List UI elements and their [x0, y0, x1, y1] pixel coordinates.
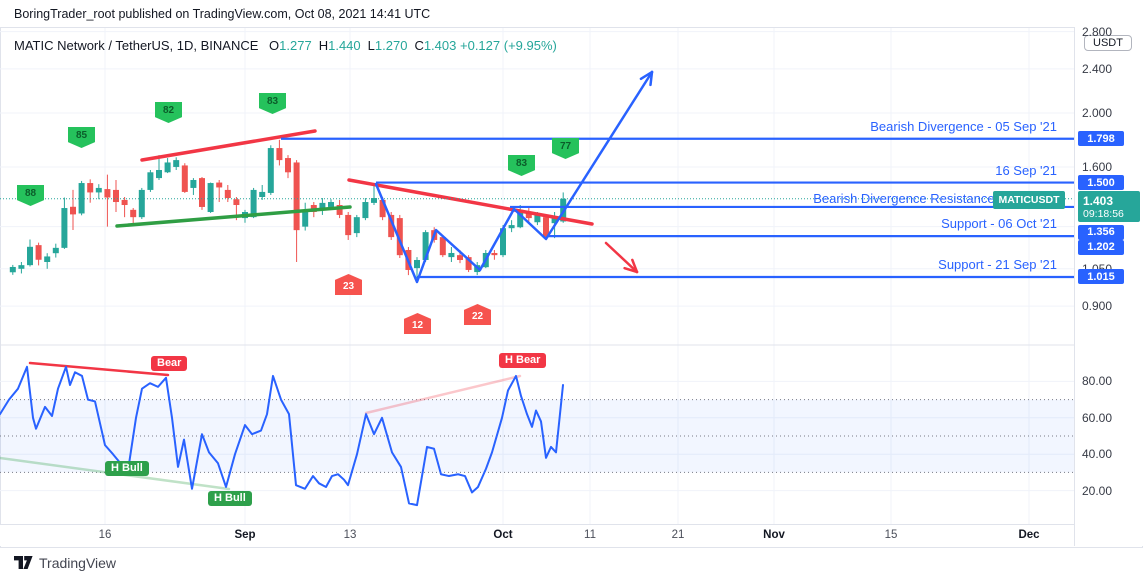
- level-label[interactable]: Bearish Divergence - 05 Sep '21: [870, 118, 1057, 134]
- tradingview-logo-icon: [14, 555, 33, 569]
- ohlc-key: O: [269, 38, 280, 53]
- price-axis-label: 1.600: [1082, 159, 1113, 174]
- time-axis-label: 16: [98, 529, 112, 541]
- time-axis-label: Nov: [763, 529, 785, 541]
- time-axis-label: 13: [343, 529, 357, 541]
- bar-countdown: 09:18:56: [1083, 207, 1124, 220]
- chart-frame: [0, 27, 1143, 548]
- current-price-badge: 1.403 09:18:56: [1078, 191, 1140, 223]
- rsi-axis-label: 20.00: [1082, 483, 1113, 498]
- rsi-high-marker-83[interactable]: 83: [508, 155, 535, 176]
- rsi-high-marker-85[interactable]: 85: [68, 127, 95, 148]
- rsi-low-marker-12[interactable]: 12: [404, 313, 431, 334]
- rsi-line: [0, 365, 564, 507]
- change-value: +0.127 (+9.95%): [460, 38, 557, 53]
- rsi-axis-label: 80.00: [1082, 374, 1113, 389]
- price-axis-label: 2.400: [1082, 61, 1113, 76]
- rsi-high-marker-88[interactable]: 88: [17, 185, 44, 206]
- price-level-badge: 1.356: [1078, 224, 1124, 240]
- symbol-legend[interactable]: MATIC Network / TetherUS, 1D, BINANCE O1…: [14, 38, 557, 53]
- rsi-divergence-tag[interactable]: H Bear: [499, 353, 547, 368]
- rsi-bearish-divergence-line: [28, 361, 170, 377]
- rsi-high-marker-77[interactable]: 77: [552, 138, 579, 159]
- rsi-low-marker-22[interactable]: 22: [464, 304, 491, 325]
- price-level-badge: 1.500: [1078, 175, 1124, 191]
- rsi-high-marker-83[interactable]: 83: [259, 93, 286, 114]
- ohlc-key: C: [414, 38, 424, 53]
- rsi-low-marker-23[interactable]: 23: [335, 274, 362, 295]
- time-axis-label: Sep: [234, 529, 256, 541]
- bearish-projection-arrow: [604, 241, 639, 274]
- ohlc-key: L: [367, 38, 375, 53]
- ohlc-value: 1.403: [423, 38, 457, 53]
- ohlc-values: O1.277 H1.440 L1.270 C1.403: [262, 38, 456, 53]
- level-label[interactable]: Support - 21 Sep '21: [938, 256, 1057, 272]
- price-axis-label: 2.800: [1082, 24, 1113, 39]
- publish-meta-bar: BoringTrader_root published on TradingVi…: [0, 0, 1143, 27]
- symbol-price-badge: MATICUSDT: [993, 191, 1065, 209]
- price-descending-resistance-line: [347, 178, 594, 226]
- time-axis[interactable]: 16 Sep 13 Oct 11 21 Nov 15 Dec: [0, 524, 1074, 546]
- ohlc-value: 1.440: [328, 38, 361, 53]
- rsi-divergence-tag[interactable]: H Bull: [105, 461, 149, 476]
- time-axis-label: 15: [884, 529, 898, 541]
- rsi-hidden-bearish-line: [364, 374, 522, 415]
- level-label[interactable]: 16 Sep '21: [995, 162, 1057, 178]
- ohlc-value: 1.277: [279, 38, 312, 53]
- symbol-title: MATIC Network / TetherUS, 1D, BINANCE: [14, 38, 259, 53]
- publish-meta-text: BoringTrader_root published on TradingVi…: [14, 7, 431, 21]
- price-rising-support-line: [115, 205, 352, 228]
- price-level-badge: 1.798: [1078, 131, 1124, 147]
- ohlc-value: 1.270: [374, 38, 408, 53]
- currency-toggle-button[interactable]: USDT: [1084, 35, 1132, 51]
- rsi-divergence-tag[interactable]: Bear: [151, 356, 188, 371]
- price-level-badge: 1.202: [1078, 239, 1124, 255]
- elliott-zigzag-projection: [374, 70, 654, 284]
- current-price-value: 1.403: [1083, 193, 1114, 208]
- price-axis-label: 0.900: [1082, 299, 1113, 314]
- tradingview-logo[interactable]: TradingView: [14, 555, 116, 571]
- rsi-divergence-tag[interactable]: H Bull: [208, 491, 252, 506]
- rsi-axis-label: 40.00: [1082, 447, 1113, 462]
- price-axis[interactable]: USDT 2.8002.4002.0001.6001.0500.9001.798…: [1074, 24, 1143, 546]
- time-axis-label: Oct: [493, 529, 513, 541]
- candlestick-series: [9, 139, 567, 279]
- ohlc-key: H: [318, 38, 329, 53]
- price-level-badge: 1.015: [1078, 269, 1124, 285]
- time-axis-label: 11: [584, 529, 596, 541]
- time-axis-label: 21: [671, 529, 685, 541]
- tradingview-logo-text: TradingView: [39, 555, 117, 571]
- price-bearish-divergence-highs-line: [140, 129, 317, 162]
- time-axis-label: Dec: [1018, 529, 1040, 541]
- price-axis-label: 2.000: [1082, 105, 1113, 120]
- level-label[interactable]: Support - 06 Oct '21: [941, 216, 1057, 232]
- rsi-high-marker-82[interactable]: 82: [155, 102, 182, 123]
- rsi-axis-label: 60.00: [1082, 410, 1113, 425]
